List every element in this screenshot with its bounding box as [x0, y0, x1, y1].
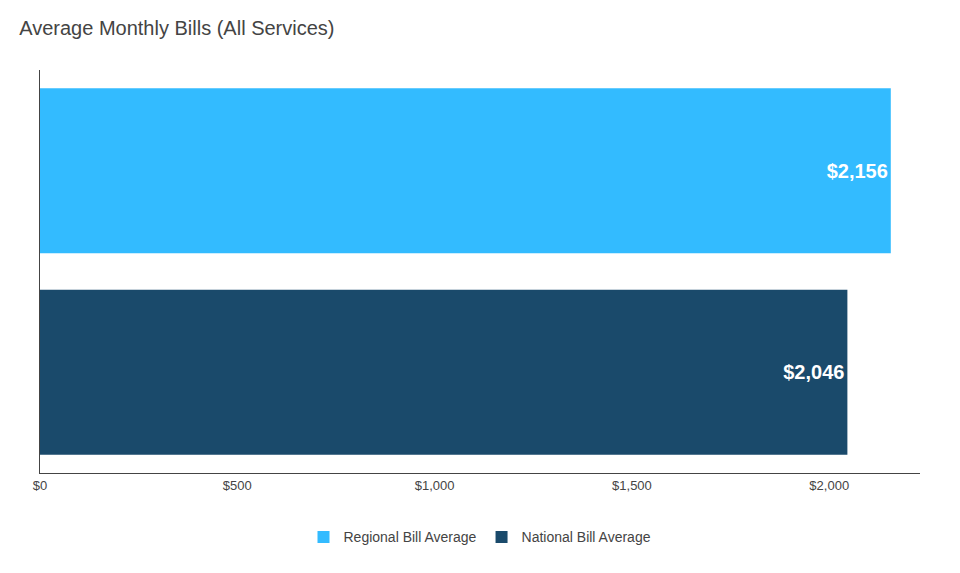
svg-text:$2,046: $2,046 — [783, 361, 844, 383]
svg-text:National Bill Average: National Bill Average — [522, 529, 651, 545]
svg-text:$2,156: $2,156 — [827, 160, 888, 182]
svg-text:$2,000: $2,000 — [809, 478, 849, 493]
svg-text:$0: $0 — [33, 478, 47, 493]
svg-text:$1,000: $1,000 — [415, 478, 455, 493]
svg-text:$1,500: $1,500 — [612, 478, 652, 493]
svg-text:Average Monthly Bills (All Ser: Average Monthly Bills (All Services) — [19, 17, 334, 39]
svg-text:Regional Bill Average: Regional Bill Average — [344, 529, 477, 545]
svg-text:$500: $500 — [223, 478, 252, 493]
